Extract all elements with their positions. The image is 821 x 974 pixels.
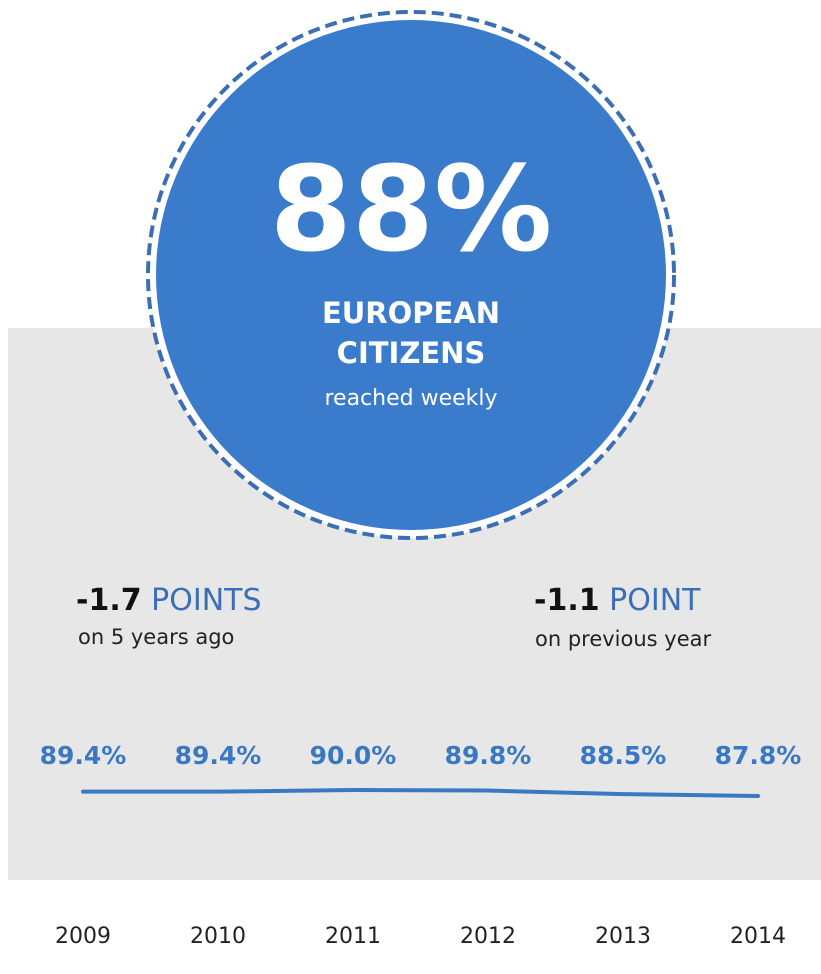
x-tick-label: 2012 <box>460 924 516 949</box>
stat-change: -1.7 <box>76 583 142 618</box>
line <box>81 787 760 798</box>
x-tick-label: 2014 <box>730 924 786 949</box>
x-tick-label: 2009 <box>55 924 111 949</box>
x-tick-label: 2013 <box>595 924 651 949</box>
value-label: 89.4% <box>40 741 127 770</box>
value-label: 88.5% <box>580 741 667 770</box>
value-label: 90.0% <box>310 741 397 770</box>
stat-headline: -1.7 POINTS <box>76 583 262 618</box>
stat-unit: POINT <box>609 583 701 618</box>
value-label: 89.8% <box>445 741 532 770</box>
stat-unit: POINTS <box>151 583 261 618</box>
stat-headline: -1.1 POINT <box>534 583 701 618</box>
value-label: 89.4% <box>175 741 262 770</box>
hero-note: reached weekly <box>324 386 497 411</box>
hero-value: 88% <box>270 140 552 278</box>
stat-change: -1.1 <box>534 583 600 618</box>
stat-note: on previous year <box>535 627 712 651</box>
circle <box>156 20 666 530</box>
hero-line: EUROPEAN <box>322 296 500 330</box>
value-label: 87.8% <box>715 741 802 770</box>
stat-note: on 5 years ago <box>78 625 234 649</box>
x-tick-label: 2011 <box>325 924 381 949</box>
x-tick-label: 2010 <box>190 924 246 949</box>
hero-line: CITIZENS <box>337 336 486 370</box>
